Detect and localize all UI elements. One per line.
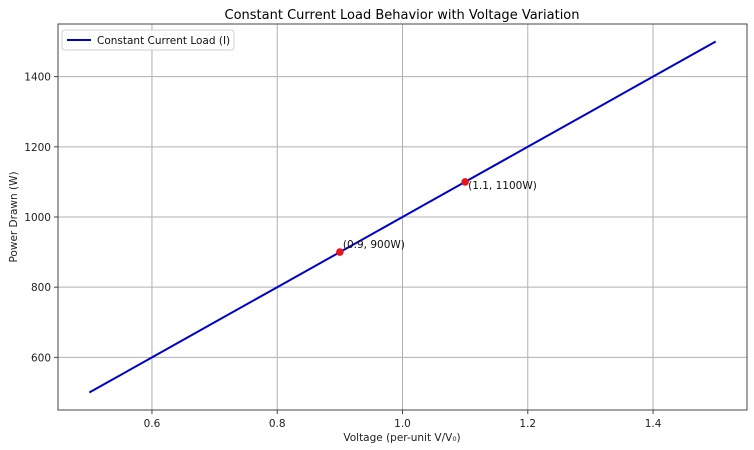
chart-title: Constant Current Load Behavior with Volt…	[225, 8, 580, 23]
data-point-annotation: (1.1, 1100W)	[468, 180, 537, 192]
y-axis-ticks: 600 800 1000 1200 1400	[24, 72, 58, 364]
legend-label: Constant Current Load (I)	[97, 35, 230, 47]
x-tick-label: 0.6	[144, 418, 161, 430]
x-tick-label: 1.4	[645, 418, 662, 430]
y-axis-label: Power Drawn (W)	[8, 171, 20, 262]
legend-box	[61, 29, 235, 51]
data-point-marker	[461, 178, 469, 186]
y-tick-label: 1400	[24, 72, 51, 84]
y-tick-label: 1200	[24, 142, 51, 154]
grid	[58, 24, 747, 410]
x-tick-label: 1.0	[394, 418, 411, 430]
data-markers: (0.9, 900W) (1.1, 1100W)	[336, 178, 537, 256]
data-point-annotation: (0.9, 900W)	[343, 239, 405, 251]
legend: Constant Current Load (I)	[61, 29, 235, 51]
data-point-marker	[336, 248, 344, 256]
y-tick-label: 1000	[24, 212, 51, 224]
x-axis-ticks: 0.6 0.8 1.0 1.2 1.4	[144, 410, 662, 430]
y-tick-label: 600	[31, 352, 51, 364]
x-tick-label: 1.2	[519, 418, 536, 430]
x-axis-label: Voltage (per-unit V/V₀)	[343, 432, 460, 444]
x-tick-label: 0.8	[269, 418, 286, 430]
series-line-constant-current	[88, 40, 717, 394]
y-tick-label: 800	[31, 282, 51, 294]
